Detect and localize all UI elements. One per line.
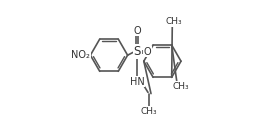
Text: HN: HN	[130, 77, 145, 87]
Text: CH₃: CH₃	[165, 17, 182, 26]
Text: CH₃: CH₃	[141, 107, 157, 116]
Text: O: O	[144, 47, 152, 57]
Text: S: S	[134, 45, 141, 58]
Text: CH₃: CH₃	[172, 82, 189, 91]
Text: NO₂: NO₂	[71, 50, 90, 60]
Text: O: O	[133, 26, 141, 36]
